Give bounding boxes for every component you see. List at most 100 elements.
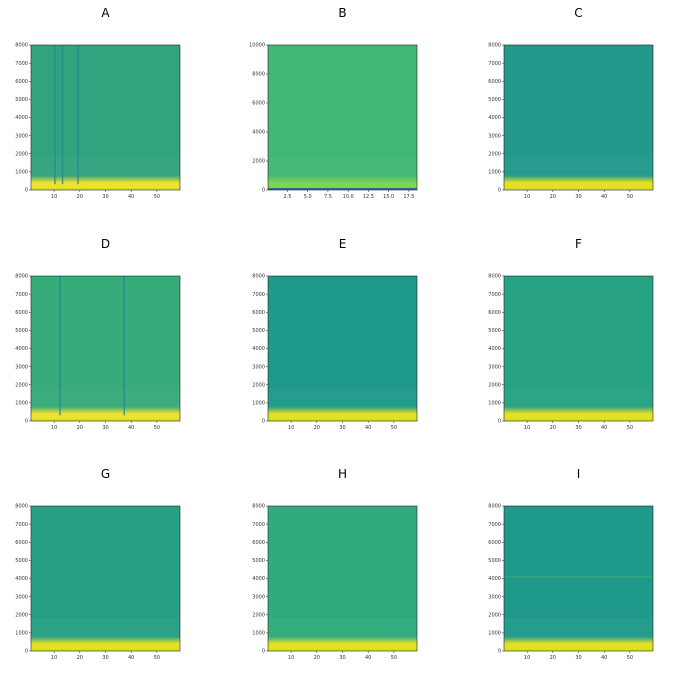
harmonic-band xyxy=(268,645,417,647)
harmonic-band xyxy=(31,167,180,169)
harmonic-band xyxy=(268,405,417,408)
x-tick-label: 20 xyxy=(77,655,83,661)
subplot-title: H xyxy=(338,467,347,481)
subplot-b: B 0 2000 4000 6000 8000 10000 2.5 5.0 7.5 10.0 12.5… xyxy=(249,6,418,200)
subplot-g: G 0 1000 2000 3000 4000 5000 6000 7000 8000 10 20 30… xyxy=(15,467,181,661)
spectrogram-image xyxy=(504,506,653,651)
harmonic-band xyxy=(31,619,180,621)
x-tick-label: 20 xyxy=(77,194,83,200)
harmonic-band xyxy=(268,415,417,417)
horizontal-tone-line xyxy=(504,576,653,578)
subplot-title: A xyxy=(101,6,110,20)
harmonic-band xyxy=(504,635,653,638)
spectrogram-image xyxy=(268,276,417,421)
x-tick-label: 20 xyxy=(77,425,83,431)
y-tick-label: 2000 xyxy=(15,612,28,618)
harmonic-band xyxy=(504,640,653,642)
x-tick-label: 30 xyxy=(102,655,108,661)
harmonic-band xyxy=(31,162,180,165)
y-tick-label: 1000 xyxy=(15,170,28,176)
x-tick-label: 50 xyxy=(154,194,160,200)
y-tick-label: 0 xyxy=(498,419,501,425)
harmonic-band xyxy=(31,396,180,398)
x-tick-label: 10 xyxy=(524,655,530,661)
harmonic-band xyxy=(31,182,180,184)
y-tick-label: 3000 xyxy=(15,594,28,600)
harmonic-band xyxy=(31,403,180,405)
harmonic-band xyxy=(268,633,417,635)
harmonic-band xyxy=(31,628,180,630)
harmonic-band xyxy=(268,393,417,396)
y-tick-label: 4000 xyxy=(488,115,501,121)
harmonic-band xyxy=(268,158,417,160)
axes-frame xyxy=(267,44,418,191)
harmonic-band xyxy=(31,165,180,167)
harmonic-band xyxy=(504,170,653,172)
harmonic-band xyxy=(268,182,417,184)
harmonic-band xyxy=(31,177,180,179)
harmonic-band xyxy=(268,391,417,393)
x-tick-label: 40 xyxy=(601,425,607,431)
y-tick-label: 2000 xyxy=(488,612,501,618)
harmonic-band xyxy=(268,396,417,398)
x-tick-label: 40 xyxy=(365,425,371,431)
y-tick-label: 5000 xyxy=(488,558,501,564)
subplot-d: D 0 1000 2000 3000 4000 5000 6000 7000 8000 10 20 30… xyxy=(15,237,181,431)
x-tick-label: 40 xyxy=(365,655,371,661)
y-tick-label: 1000 xyxy=(15,631,28,637)
harmonic-band xyxy=(504,165,653,167)
harmonic-band xyxy=(268,410,417,412)
x-tick-label: 12.5 xyxy=(363,194,374,200)
x-tick-label: 10 xyxy=(524,425,530,431)
y-tick-label: 3000 xyxy=(488,133,501,139)
harmonic-band xyxy=(504,396,653,398)
y-tick-label: 5000 xyxy=(15,97,28,103)
y-tick-label: 4000 xyxy=(15,346,28,352)
harmonic-band xyxy=(31,410,180,412)
subplot-c: C 0 1000 2000 3000 4000 5000 6000 7000 8000 10 20 30… xyxy=(488,6,654,200)
y-tick-label: 2000 xyxy=(15,151,28,157)
y-tick-label: 6000 xyxy=(252,310,265,316)
harmonic-band xyxy=(268,638,417,640)
harmonic-band xyxy=(504,408,653,410)
harmonic-band xyxy=(504,389,653,391)
spectrogram-image xyxy=(31,45,180,190)
harmonic-band xyxy=(31,398,180,400)
harmonic-band xyxy=(31,401,180,403)
harmonic-band xyxy=(31,643,180,645)
low-frequency-strip xyxy=(268,188,417,190)
y-tick-label: 6000 xyxy=(15,79,28,85)
y-tick-label: 5000 xyxy=(15,558,28,564)
y-tick-label: 7000 xyxy=(488,522,501,528)
y-tick-label: 7000 xyxy=(15,292,28,298)
harmonic-band xyxy=(268,177,417,179)
x-tick-label: 30 xyxy=(575,655,581,661)
harmonic-band xyxy=(504,162,653,165)
x-tick-label: 10.0 xyxy=(343,194,354,200)
x-tick-label: 15.0 xyxy=(383,194,394,200)
harmonic-band xyxy=(268,619,417,621)
harmonic-band xyxy=(268,626,417,628)
x-tick-label: 50 xyxy=(154,425,160,431)
harmonic-band xyxy=(504,628,653,630)
harmonic-band xyxy=(268,623,417,626)
harmonic-band xyxy=(31,623,180,626)
low-frequency-strip xyxy=(504,649,653,651)
harmonic-band xyxy=(31,174,180,177)
harmonic-band xyxy=(504,174,653,177)
x-tick-label: 20 xyxy=(550,655,556,661)
subplot-title: B xyxy=(338,6,346,20)
harmonic-band xyxy=(268,635,417,638)
harmonic-band xyxy=(31,405,180,408)
y-tick-label: 2000 xyxy=(252,382,265,388)
harmonic-band xyxy=(268,643,417,645)
y-tick-label: 2000 xyxy=(252,159,265,165)
harmonic-band xyxy=(31,393,180,396)
y-tick-label: 8000 xyxy=(15,504,28,510)
subplot-title: I xyxy=(577,467,581,481)
subplot-a: A 0 1000 2000 3000 4000 5000 6000 7000 8000 10 20 30… xyxy=(15,6,181,200)
harmonic-band xyxy=(31,640,180,642)
x-tick-label: 30 xyxy=(575,194,581,200)
y-tick-label: 0 xyxy=(498,649,501,655)
x-tick-label: 50 xyxy=(627,425,633,431)
